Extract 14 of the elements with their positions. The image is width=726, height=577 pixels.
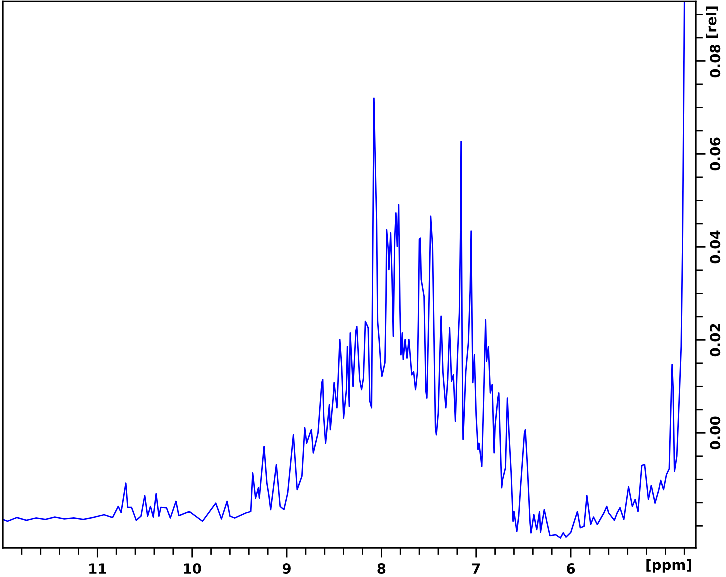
y-tick-label: 0.08 xyxy=(710,44,721,78)
y-tick-label: 0.02 xyxy=(710,324,721,357)
x-tick-label: 6 xyxy=(567,564,576,574)
y-tick-label: 0.00 xyxy=(710,416,721,450)
y-axis-title: [rel] xyxy=(706,6,718,38)
y-tick-label: 0.04 xyxy=(710,230,721,264)
x-axis-title: [ppm] xyxy=(646,559,692,573)
x-tick-label: 8 xyxy=(378,564,386,574)
x-tick-label: 7 xyxy=(472,564,480,574)
y-tick-label: 0.06 xyxy=(710,138,721,171)
line-series xyxy=(3,2,686,539)
x-tick-label: 10 xyxy=(184,564,202,574)
x-tick-label: 9 xyxy=(282,564,291,574)
x-tick-label: 11 xyxy=(90,564,106,574)
